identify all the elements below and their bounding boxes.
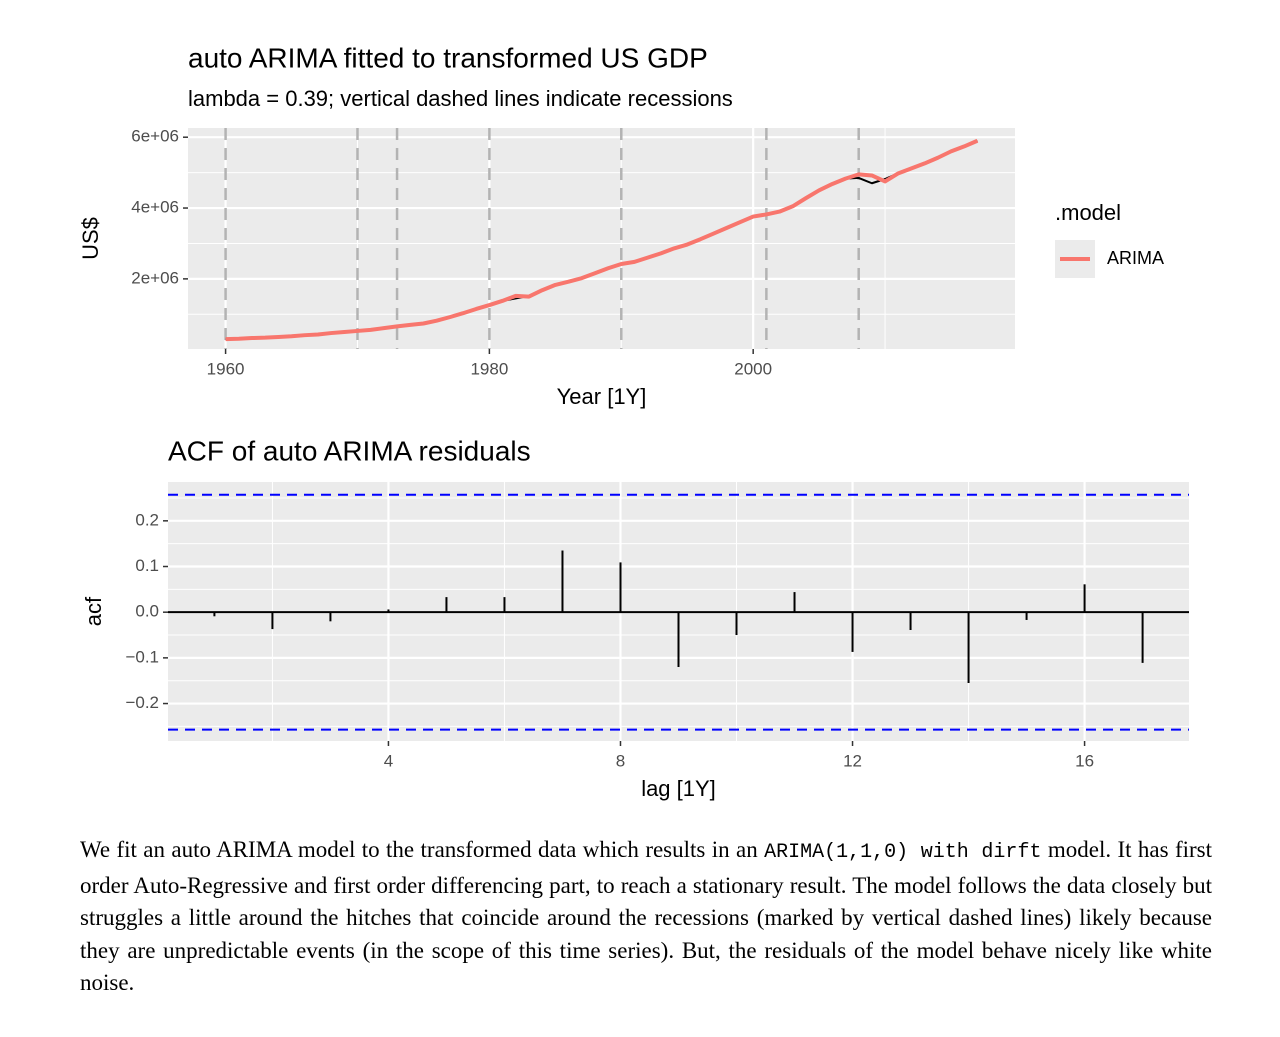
chart-title: auto ARIMA fitted to transformed US GDP bbox=[188, 42, 708, 73]
y-tick-label: 0.1 bbox=[135, 556, 159, 575]
fitted-line bbox=[225, 138, 979, 342]
y-tick-label: −0.1 bbox=[125, 647, 159, 666]
y-tick-label: −0.2 bbox=[125, 693, 159, 712]
charts: 1960 1980 2000 2e+06 4e+06 6e+06 .model ARIMA au… bbox=[78, 42, 1189, 801]
chart-title: ACF of auto ARIMA residuals bbox=[168, 435, 531, 466]
plot-panel bbox=[188, 128, 1015, 349]
y-tick-label: 0.2 bbox=[135, 510, 159, 529]
x-tick-label: 4 bbox=[384, 751, 393, 770]
y-tick-label: 0.0 bbox=[135, 602, 159, 621]
y-tick-label: 4e+06 bbox=[131, 198, 179, 217]
y-tick-label: 6e+06 bbox=[131, 127, 179, 146]
paragraph: We fit an auto ARIMA model to the transf… bbox=[80, 834, 1212, 1000]
x-tick-label: 2000 bbox=[734, 359, 772, 378]
code-text: ARIMA(1,1,0) with dirft bbox=[764, 841, 1042, 864]
chart-subtitle: lambda = 0.39; vertical dashed lines ind… bbox=[188, 86, 733, 111]
y-axis-label: acf bbox=[81, 596, 106, 626]
x-axis-label: Year [1Y] bbox=[557, 384, 647, 409]
y-axis-label: US$ bbox=[78, 217, 103, 260]
legend-title: .model bbox=[1055, 200, 1121, 225]
x-tick-label: 12 bbox=[843, 751, 862, 770]
y-tick-label: 2e+06 bbox=[131, 268, 179, 287]
text: model. It has first order Auto-Regressiv… bbox=[80, 837, 1212, 995]
text: We fit an auto ARIMA model to the transf… bbox=[80, 837, 765, 862]
x-tick-label: 8 bbox=[616, 751, 625, 770]
x-tick-label: 1980 bbox=[470, 359, 508, 378]
x-tick-label: 16 bbox=[1075, 751, 1094, 770]
x-axis-label: lag [1Y] bbox=[641, 776, 716, 801]
x-tick-label: 1960 bbox=[207, 359, 245, 378]
legend-label: ARIMA bbox=[1107, 248, 1164, 268]
